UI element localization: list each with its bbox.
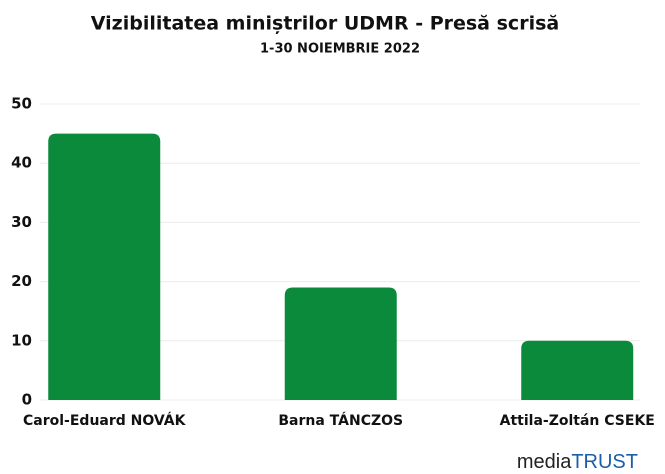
x-tick-label: Barna TÁNCZOS (278, 412, 403, 429)
chart-subtitle: 1-30 NOIEMBRIE 2022 (260, 42, 420, 57)
chart-title: Vizibilitatea miniștrilor UDMR - Presă s… (91, 13, 559, 35)
logo-part: TRUST (571, 451, 638, 473)
y-tick-label: 30 (11, 213, 32, 231)
x-tick-label: Attila-Zoltán CSEKE (500, 413, 655, 429)
bar (521, 340, 634, 400)
bar (48, 133, 161, 400)
logo-part: media (517, 451, 572, 473)
y-tick-label: 40 (11, 154, 32, 172)
y-tick-label: 0 (22, 391, 32, 409)
y-tick-label: 10 (11, 331, 32, 349)
bar (284, 287, 397, 400)
logo: mediaTRUST (517, 451, 638, 473)
y-tick-label: 20 (11, 272, 32, 290)
y-tick-label: 50 (11, 95, 32, 113)
x-tick-label: Carol-Eduard NOVÁK (23, 412, 187, 429)
